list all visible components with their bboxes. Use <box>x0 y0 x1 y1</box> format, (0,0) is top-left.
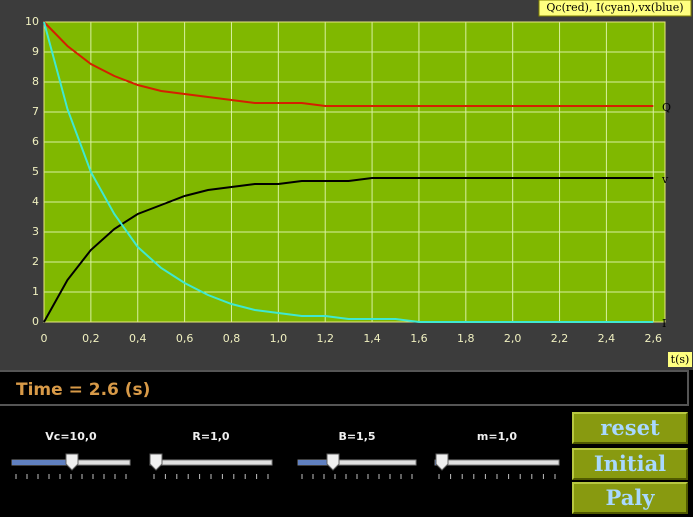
y-tick-label: 8 <box>32 75 39 88</box>
y-tick-label: 1 <box>32 285 39 298</box>
x-tick-label: 0,4 <box>129 332 147 345</box>
y-tick-label: 3 <box>32 225 39 238</box>
x-tick-label: 0 <box>41 332 48 345</box>
y-tick-label: 5 <box>32 165 39 178</box>
x-tick-label: 1,2 <box>316 332 334 345</box>
x-tick-label: 1,4 <box>363 332 381 345</box>
slider-track <box>434 459 560 466</box>
x-label-box <box>668 352 692 367</box>
x-tick-label: 2,6 <box>645 332 663 345</box>
legend-box <box>538 0 692 17</box>
time-display: Time = 2.6 (s) <box>0 370 689 406</box>
x-tick-label: 2,0 <box>504 332 522 345</box>
x-tick-label: 0,2 <box>82 332 100 345</box>
x-tick-label: 2,2 <box>551 332 569 345</box>
series-line <box>43 177 654 323</box>
plot-frame <box>43 21 666 323</box>
series-label: I <box>662 317 666 330</box>
y-tick-label: 4 <box>32 195 39 208</box>
slider-thumb[interactable] <box>65 453 79 471</box>
x-tick-label: 1,8 <box>457 332 475 345</box>
play-button[interactable]: Paly <box>572 482 688 514</box>
y-tick-label: 7 <box>32 105 39 118</box>
slider-label: R=1,0 <box>192 430 230 443</box>
slider-track <box>149 459 273 466</box>
slider-label: Vc=10,0 <box>45 430 97 443</box>
reset-button[interactable]: reset <box>572 412 688 444</box>
slider-thumb[interactable] <box>326 453 340 471</box>
y-tick-label: 0 <box>32 315 39 328</box>
slider-fill <box>298 460 333 465</box>
y-tick-label: 6 <box>32 135 39 148</box>
slider-label: B=1,5 <box>338 430 375 443</box>
y-tick-label: 9 <box>32 45 39 58</box>
x-tick-label: 0,8 <box>223 332 241 345</box>
slider-fill <box>12 460 72 465</box>
x-tick-label: 0,6 <box>176 332 194 345</box>
chart: Qc(red), I(cyan),vx(blue) t(s) 0 1 2 3 4 5 6 7 8… <box>0 0 693 370</box>
y-tick-label: 2 <box>32 255 39 268</box>
series-label: v <box>661 173 669 186</box>
slider-thumb[interactable] <box>435 453 449 471</box>
series-label: Q <box>662 101 671 114</box>
x-tick-label: 1,6 <box>410 332 428 345</box>
x-tick-label: 2,4 <box>598 332 616 345</box>
slider-label: m=1,0 <box>477 430 518 443</box>
series-line <box>43 21 654 107</box>
x-tick-label: 1,0 <box>270 332 288 345</box>
y-tick-label: 10 <box>25 15 39 28</box>
series-line <box>43 21 654 323</box>
legend-note: Qc(red), I(cyan),vx(blue) <box>546 1 683 14</box>
slider-thumb[interactable] <box>149 453 163 471</box>
initial-button[interactable]: Initial <box>572 448 688 480</box>
x-axis-label: t(s) <box>671 353 690 366</box>
